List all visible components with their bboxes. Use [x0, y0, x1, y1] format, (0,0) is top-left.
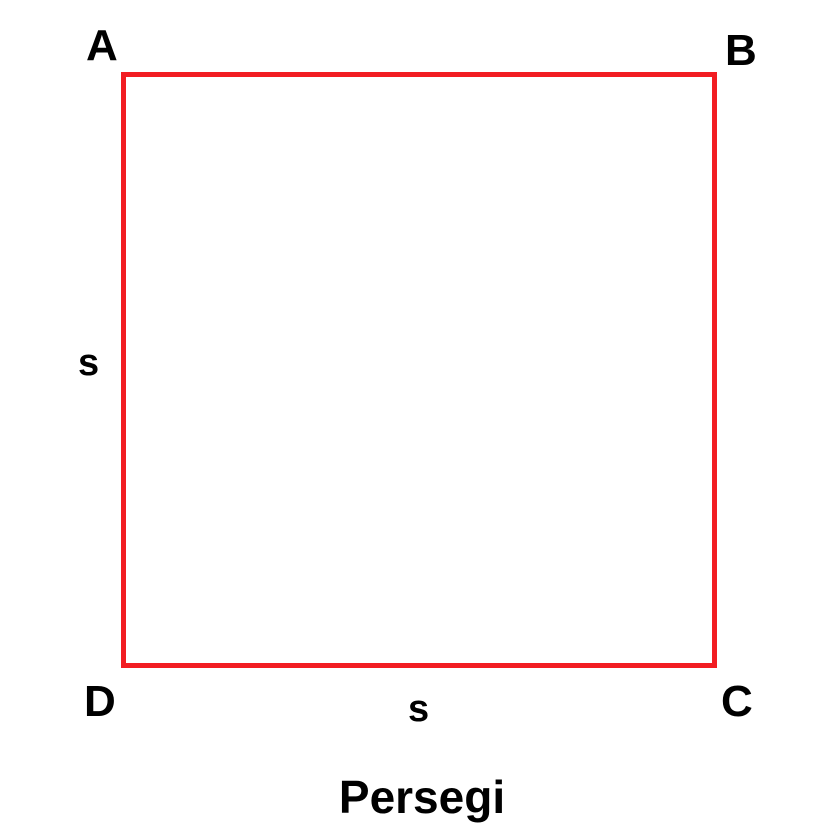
bottom-side-label: s	[408, 688, 430, 730]
square-shape	[121, 72, 717, 668]
left-side-label: s	[78, 342, 100, 384]
vertex-label-c: C	[721, 677, 753, 726]
vertex-label-a: A	[86, 21, 118, 70]
vertex-label-b: B	[725, 26, 757, 75]
diagram-title: Persegi	[338, 771, 506, 823]
vertex-label-d: D	[84, 677, 116, 726]
